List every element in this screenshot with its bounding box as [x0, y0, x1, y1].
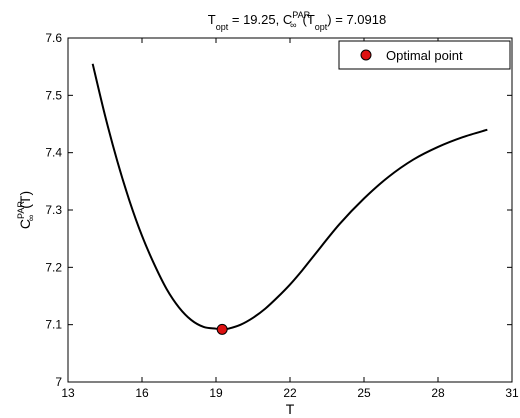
- x-tick-label: 13: [61, 386, 75, 400]
- legend-label: Optimal point: [386, 48, 463, 63]
- y-tick-label: 7.1: [45, 318, 62, 332]
- plot-frame: [67, 37, 513, 383]
- x-tick-label: 19: [209, 386, 223, 400]
- legend: Optimal point: [338, 40, 511, 70]
- legend-marker: [360, 49, 372, 61]
- y-axis: 7 7.1 7.2 7.3 7.4 7.5 7.6: [45, 31, 512, 389]
- y-tick-label: 7.3: [45, 203, 62, 217]
- y-tick-label: 7.2: [45, 260, 62, 274]
- x-tick-label: 22: [283, 386, 297, 400]
- x-tick-label: 25: [357, 386, 371, 400]
- y-axis-label: CPAR∞(T): [16, 191, 36, 229]
- x-axis: 13 16 19 22 25 28 31: [61, 38, 519, 400]
- x-tick-label: 16: [135, 386, 149, 400]
- y-tick-label: 7.5: [45, 88, 62, 102]
- y-tick-label: 7: [55, 375, 62, 389]
- x-tick-label: 28: [431, 386, 445, 400]
- chart-title: Topt = 19.25, CPAR ∞ (Topt) = 7.0918: [208, 10, 386, 32]
- y-tick-label: 7.6: [45, 31, 62, 45]
- series-line: [91, 63, 488, 331]
- y-tick-label: 7.4: [45, 146, 62, 160]
- optimal-point-marker: [216, 323, 228, 335]
- marker-layer: [216, 323, 228, 335]
- x-tick-label: 31: [505, 386, 519, 400]
- x-axis-label: T: [286, 401, 295, 417]
